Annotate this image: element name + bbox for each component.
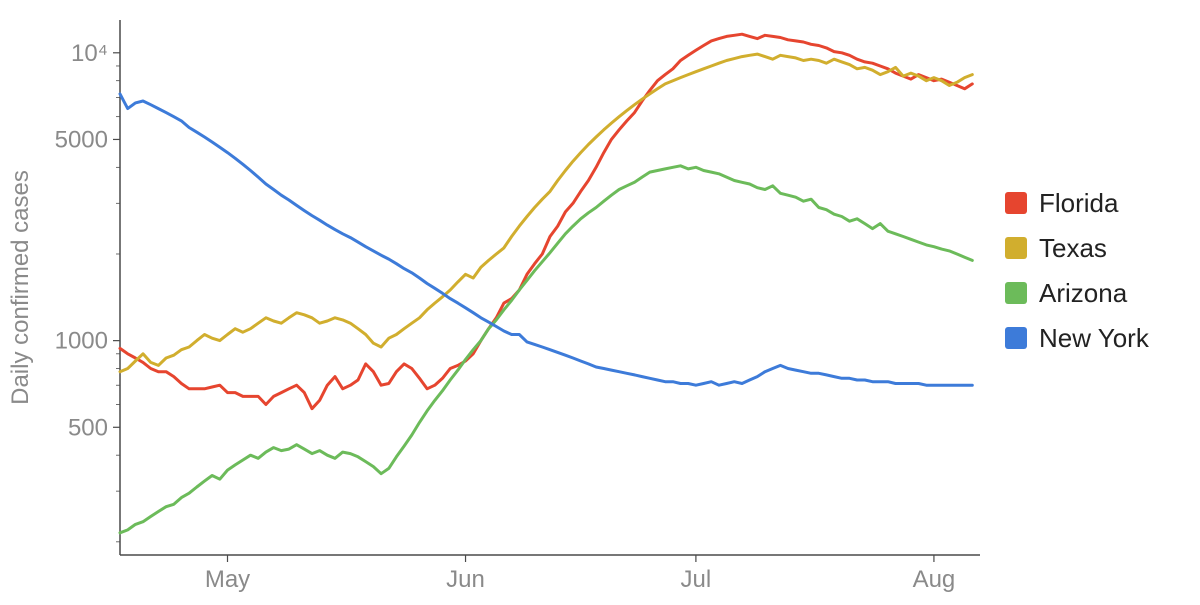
x-tick-label: Aug — [913, 566, 956, 593]
chart-container: 500 1000 5000 10⁴ May Jun Jul Aug Daily confirme… — [0, 0, 1200, 605]
legend-swatch — [1005, 327, 1027, 349]
legend-label: Arizona — [1039, 278, 1128, 308]
legend-label: Florida — [1039, 188, 1119, 218]
legend-swatch — [1005, 237, 1027, 259]
y-tick-label: 500 — [68, 414, 108, 441]
legend-swatch — [1005, 192, 1027, 214]
y-tick-label: 5000 — [55, 126, 108, 153]
y-tick-label: 1000 — [55, 328, 108, 355]
x-tick-label: May — [205, 566, 250, 593]
y-axis-label: Daily confirmed cases — [7, 170, 34, 405]
line-chart: 500 1000 5000 10⁴ May Jun Jul Aug Daily confirme… — [0, 0, 1200, 605]
legend-swatch — [1005, 282, 1027, 304]
x-tick-label: Jun — [446, 566, 485, 593]
legend-label: Texas — [1039, 233, 1107, 263]
x-tick-label: Jul — [681, 566, 712, 593]
legend-label: New York — [1039, 323, 1150, 353]
y-tick-label: 10⁴ — [71, 40, 108, 67]
